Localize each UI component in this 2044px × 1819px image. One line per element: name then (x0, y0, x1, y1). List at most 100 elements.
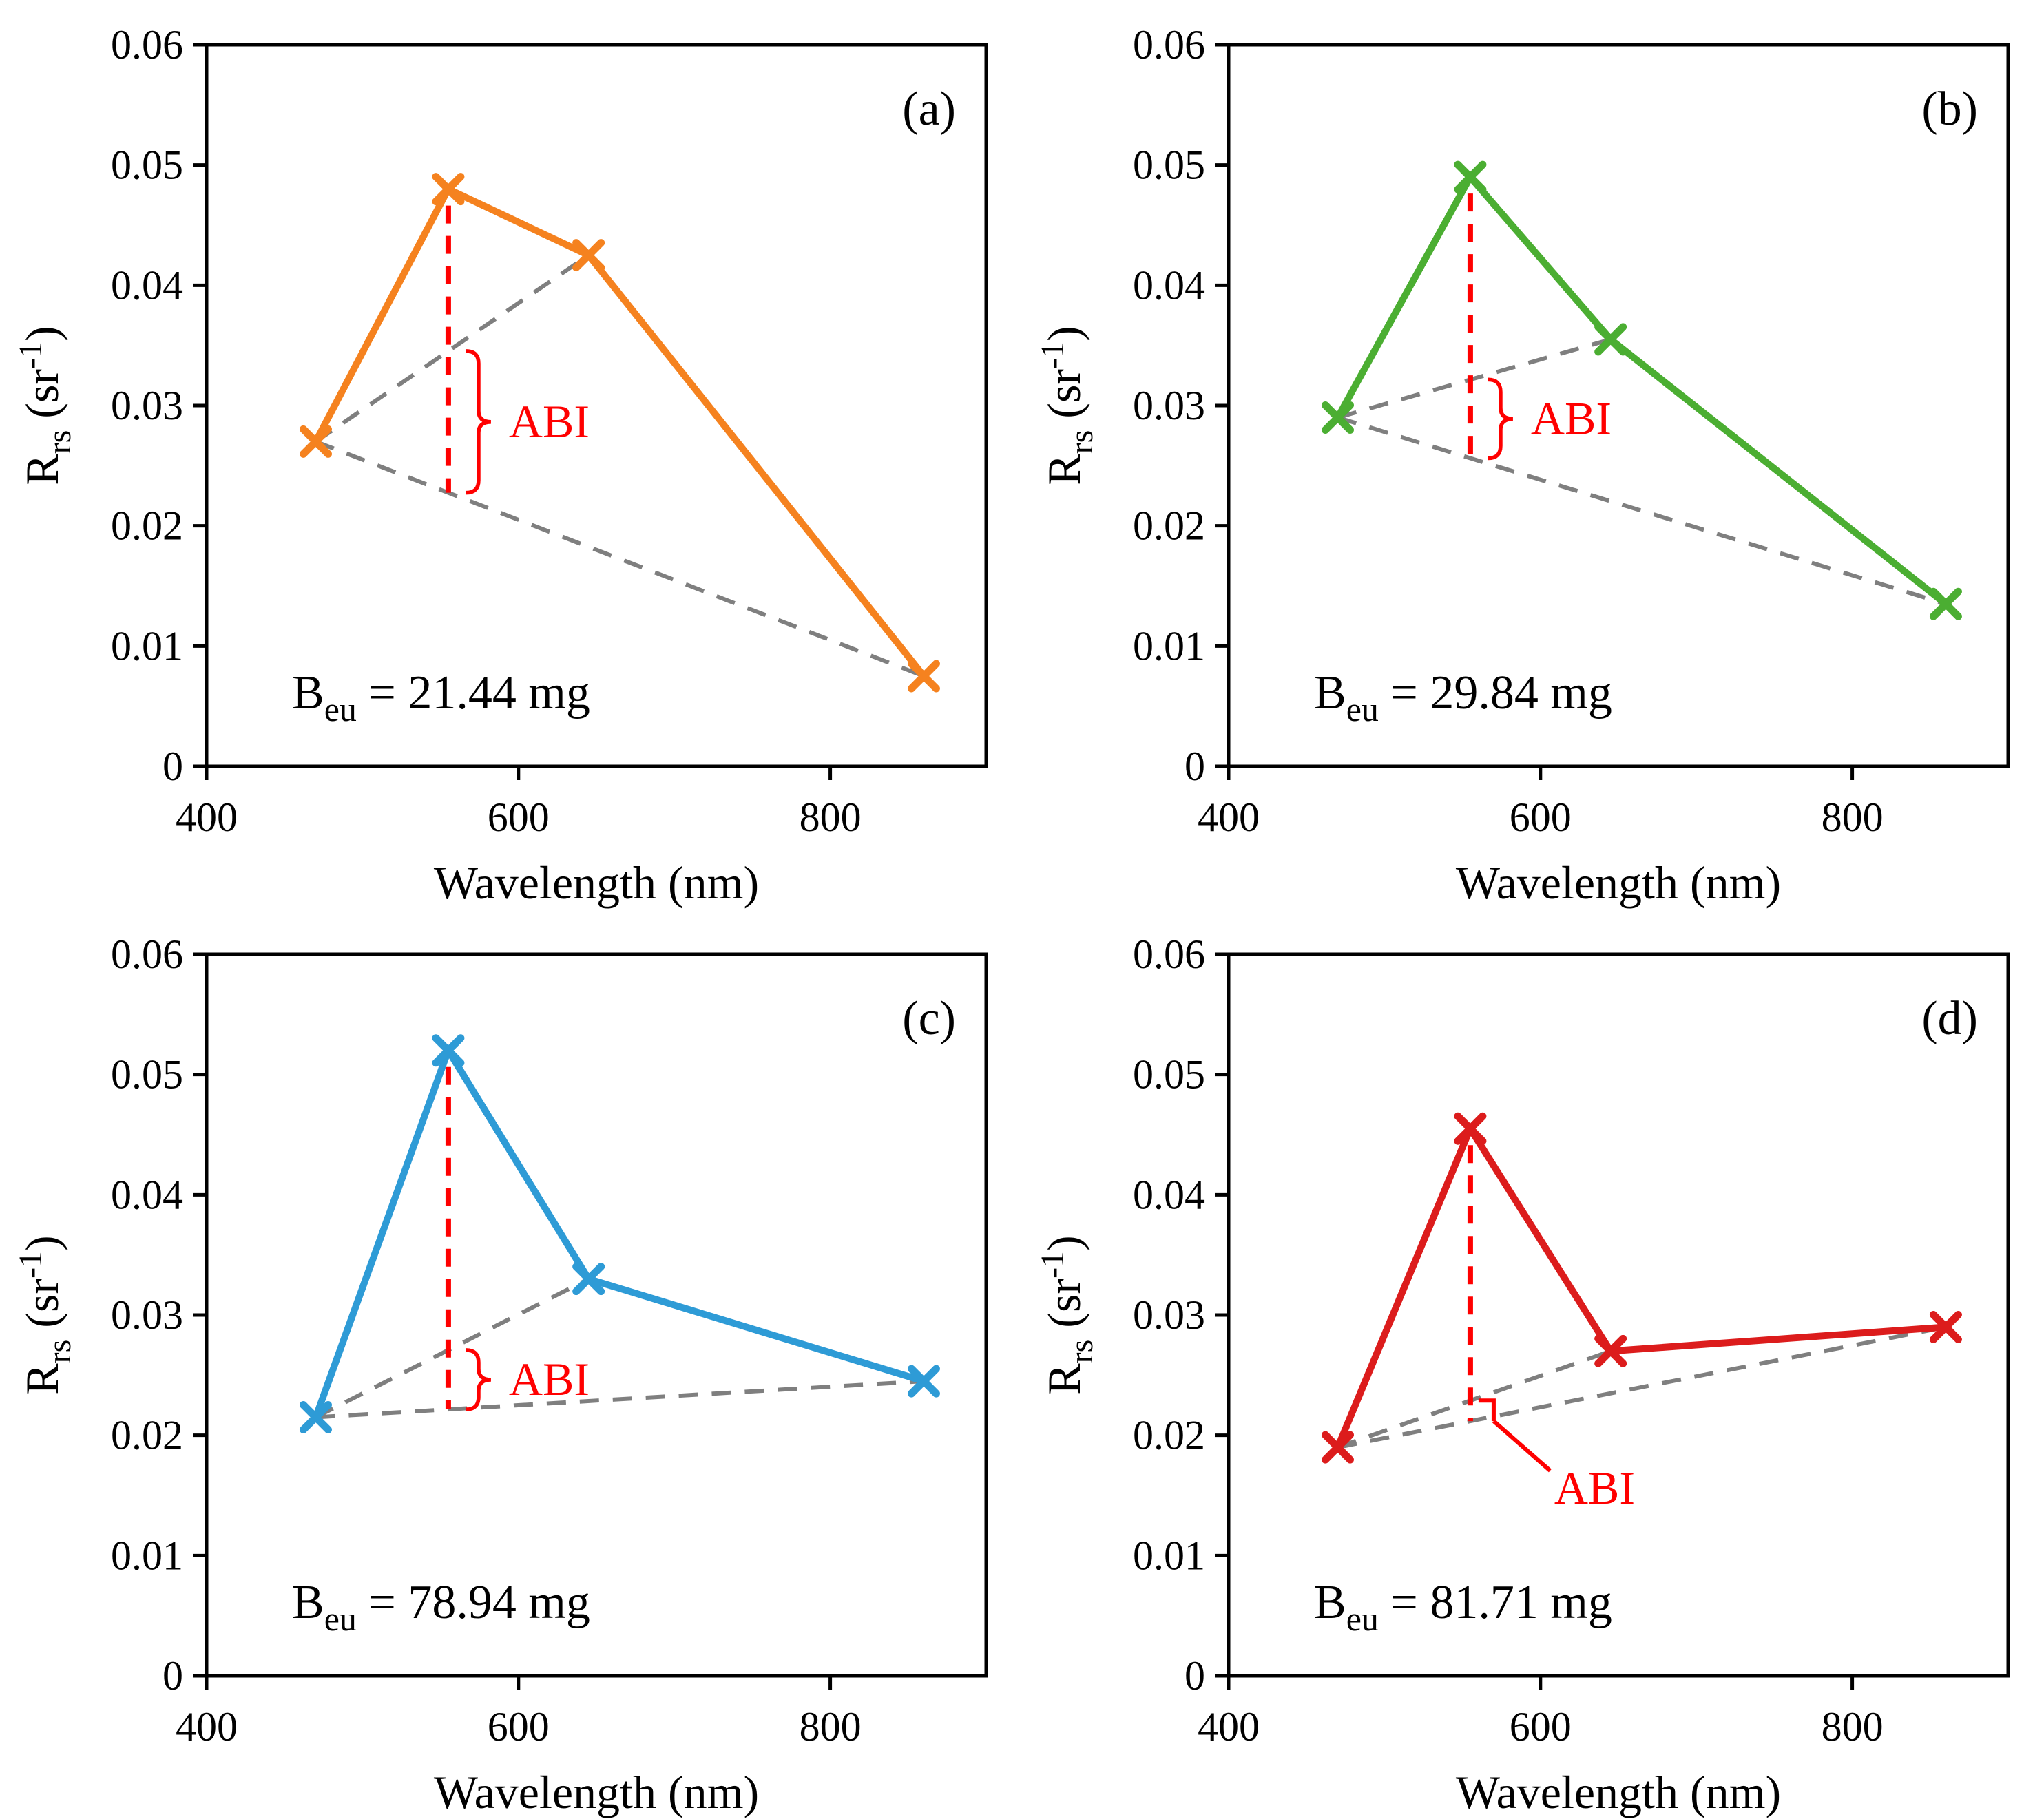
baseline-lower-dashed (1337, 415, 1947, 606)
x-axis-label: Wavelength (nm) (434, 856, 759, 909)
chart-svg-a: 0 0.01 0.02 0.03 0.04 0.05 0.06 400 600 800 Wavele… (12, 22, 988, 909)
chart-svg-c: 0 0.01 0.02 0.03 0.04 0.05 0.06 400 600 800 Wavele… (12, 932, 988, 1818)
data-marker-x (1929, 587, 1962, 620)
abi-leader-line (1492, 1419, 1552, 1472)
baseline-upper-dashed (1337, 337, 1612, 419)
data-marker-x (1594, 322, 1627, 355)
baseline-upper-dashed (314, 253, 590, 443)
data-marker-x (1454, 160, 1487, 193)
y-tick-label: 0.06 (111, 22, 183, 67)
panel-letter: (b) (1921, 83, 1978, 136)
y-tick-label: 0.05 (111, 142, 183, 187)
abi-label: ABI (1554, 1462, 1635, 1514)
x-axis-label: Wavelength (nm) (1456, 1766, 1781, 1818)
data-marker-x (299, 1400, 332, 1433)
y-axis-label: Rrs (sr-1) (12, 1235, 78, 1394)
y-tick-label: 0 (163, 744, 183, 789)
data-marker-x (1454, 1112, 1487, 1145)
chart-panel-d: 0 0.01 0.02 0.03 0.04 0.05 0.06 400 600 800 Wavele… (1022, 910, 2044, 1819)
y-tick-label: 0.04 (111, 262, 183, 308)
x-tick-label: 800 (800, 795, 862, 840)
y-tick-label: 0.01 (1133, 1533, 1205, 1578)
y-tick-label: 0.01 (1133, 623, 1205, 669)
series-line (1334, 1124, 1946, 1449)
y-tick-label: 0 (163, 1653, 183, 1699)
chart-svg-b: 0 0.01 0.02 0.03 0.04 0.05 0.06 400 600 800 Wavele… (1034, 22, 2010, 909)
data-marker-x (907, 1365, 940, 1398)
data-marker-x (572, 1262, 605, 1295)
stat-beu-text: Beu = 29.84 mg (1314, 666, 1612, 728)
y-tick-label: 0.06 (111, 932, 183, 977)
x-axis-label: Wavelength (nm) (1456, 856, 1781, 909)
baseline-upper-dashed (1337, 1349, 1612, 1449)
x-tick-label: 400 (176, 1704, 238, 1749)
data-marker-x (907, 660, 940, 692)
y-tick-label: 0.03 (111, 383, 183, 428)
y-tick-label: 0.02 (1133, 1412, 1205, 1458)
stat-beu-text: Beu = 81.71 mg (1314, 1576, 1612, 1638)
x-tick-label: 600 (1510, 1704, 1572, 1749)
data-marker-x (432, 1033, 465, 1066)
data-marker-x (1321, 401, 1354, 434)
series-line (312, 1047, 925, 1418)
y-tick-label: 0 (1185, 1653, 1205, 1699)
plot-frame (1227, 43, 2010, 768)
series-line (1335, 173, 1948, 607)
x-tick-label: 400 (1198, 795, 1260, 840)
plot-frame (1227, 952, 2010, 1677)
abi-brace (1488, 377, 1514, 460)
data-marker-x (299, 425, 332, 458)
stat-beu-text: Beu = 21.44 mg (292, 666, 590, 728)
y-tick-label: 0.04 (1133, 1172, 1205, 1217)
series-line (313, 185, 927, 678)
y-tick-label: 0.01 (111, 623, 183, 669)
y-axis-label: Rrs (sr-1) (1034, 326, 1100, 485)
y-tick-label: 0.05 (1133, 1051, 1205, 1097)
y-axis-label: Rrs (sr-1) (1034, 1235, 1100, 1394)
y-tick-label: 0.02 (1133, 503, 1205, 548)
chart-svg-d: 0 0.01 0.02 0.03 0.04 0.05 0.06 400 600 800 Wavele… (1034, 932, 2010, 1818)
plot-frame (205, 43, 988, 768)
y-tick-label: 0.06 (1133, 22, 1205, 67)
stat-beu-text: Beu = 78.94 mg (292, 1576, 590, 1638)
y-tick-label: 0.06 (1133, 932, 1205, 977)
x-axis-label: Wavelength (nm) (434, 1766, 759, 1818)
y-tick-label: 0.04 (1133, 262, 1205, 308)
abi-label: ABI (1531, 392, 1612, 444)
panel-letter: (a) (902, 83, 956, 136)
abi-brace (466, 348, 492, 494)
plot-frame (205, 952, 988, 1677)
y-tick-label: 0.03 (1133, 1292, 1205, 1338)
baseline-lower-dashed (315, 439, 925, 678)
panel-letter: (d) (1921, 992, 1978, 1045)
chart-panel-c: 0 0.01 0.02 0.03 0.04 0.05 0.06 400 600 800 Wavele… (0, 910, 1022, 1819)
baseline-upper-dashed (315, 1276, 590, 1419)
abi-bracket (1478, 1398, 1496, 1421)
chart-panel-b: 0 0.01 0.02 0.03 0.04 0.05 0.06 400 600 800 Wavele… (1022, 0, 2044, 910)
x-tick-label: 600 (488, 1704, 550, 1749)
data-marker-x (432, 172, 465, 205)
x-tick-label: 400 (176, 795, 238, 840)
y-tick-label: 0.05 (111, 1051, 183, 1097)
data-marker-x (1594, 1334, 1627, 1367)
data-marker-x (1929, 1310, 1962, 1343)
y-axis-label: Rrs (sr-1) (12, 326, 78, 485)
x-tick-label: 800 (800, 1704, 862, 1749)
y-tick-label: 0.05 (1133, 142, 1205, 187)
data-marker-x (572, 238, 605, 271)
y-tick-label: 0 (1185, 744, 1205, 789)
baseline-lower-dashed (315, 1378, 924, 1419)
x-tick-label: 800 (1822, 1704, 1884, 1749)
y-tick-label: 0.04 (111, 1172, 183, 1217)
data-marker-x (1321, 1431, 1354, 1464)
y-tick-label: 0.03 (111, 1292, 183, 1338)
x-tick-label: 600 (1510, 795, 1572, 840)
x-tick-label: 400 (1198, 1704, 1260, 1749)
chart-panel-a: 0 0.01 0.02 0.03 0.04 0.05 0.06 400 600 800 Wavele… (0, 0, 1022, 910)
abi-brace (466, 1347, 492, 1411)
abi-label: ABI (509, 395, 590, 447)
x-tick-label: 600 (488, 795, 550, 840)
baseline-lower-dashed (1337, 1325, 1947, 1449)
y-tick-label: 0.02 (111, 503, 183, 548)
